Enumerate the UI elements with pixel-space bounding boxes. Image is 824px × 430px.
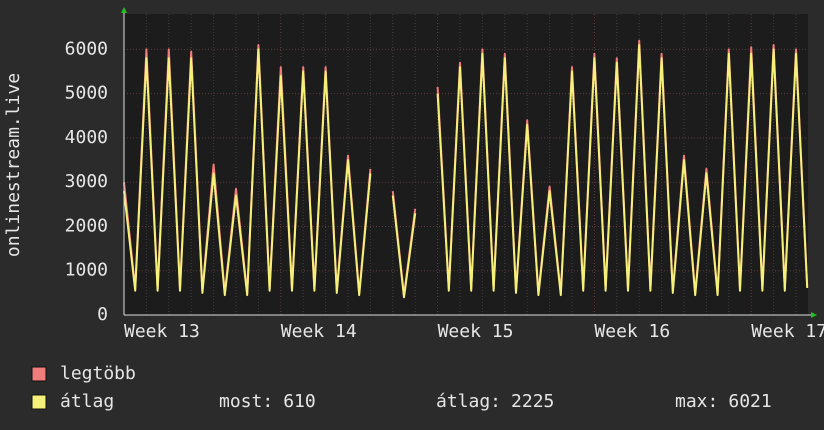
x-tick-label: Week 17 [751, 321, 824, 342]
y-tick-label: 3000 [65, 171, 108, 192]
y-tick-label: 2000 [65, 215, 108, 236]
stat: most: 610 [219, 391, 316, 412]
legend-label: legtöbb [60, 363, 136, 384]
stat-value: 6021 [728, 391, 771, 412]
x-tick-label: Week 16 [594, 321, 670, 342]
y-tick-label: 6000 [65, 38, 108, 59]
lines [123, 39, 809, 299]
x-tick-label: Week 15 [438, 321, 514, 342]
y-tick-label: 5000 [65, 83, 108, 104]
legend-label: átlag [60, 391, 114, 412]
stat-value: 610 [283, 391, 316, 412]
legend-swatch [31, 394, 47, 410]
x-tick-label: Week 14 [281, 321, 357, 342]
stat: max: 6021 [675, 391, 772, 412]
x-tick-label: Week 13 [124, 321, 200, 342]
y-tick-label: 1000 [65, 260, 108, 281]
series-line [123, 44, 809, 299]
y-axis-label: onlinestream.live [3, 73, 24, 257]
stat-label: átlag: [436, 391, 501, 412]
y-tick-label: 0 [97, 304, 108, 325]
legend-swatch [31, 366, 47, 382]
axis-arrow [811, 312, 817, 318]
y-tick-label: 4000 [65, 127, 108, 148]
stat-label: max: [675, 391, 718, 412]
stat-value: 2225 [511, 391, 554, 412]
stat-label: most: [219, 391, 273, 412]
legend: legtöbb átlag most: 610 átlag: 2225 max: 6021 [31, 363, 772, 412]
stat: átlag: 2225 [436, 391, 554, 412]
axis-arrow [121, 7, 127, 13]
